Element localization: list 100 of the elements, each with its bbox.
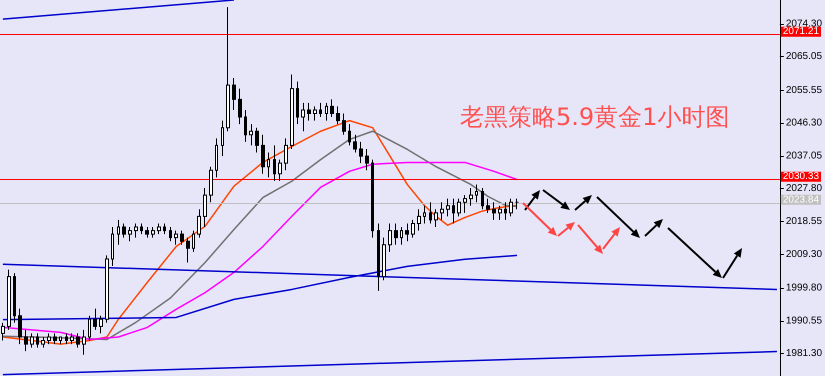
candlestick bbox=[209, 166, 213, 203]
candlestick bbox=[53, 332, 57, 345]
candlestick bbox=[30, 332, 34, 348]
candlestick bbox=[359, 141, 363, 164]
candlestick bbox=[151, 226, 155, 238]
ref-line-label: 2023.84 bbox=[782, 194, 820, 206]
y-tick-label: 2046.30 bbox=[786, 118, 822, 129]
candlestick bbox=[24, 329, 28, 352]
candlestick bbox=[481, 188, 484, 210]
candlestick bbox=[36, 332, 39, 348]
candlestick bbox=[382, 237, 386, 281]
candlestick bbox=[434, 208, 438, 228]
candlestick bbox=[122, 222, 126, 238]
candlestick bbox=[336, 106, 340, 125]
candlestick bbox=[325, 102, 328, 122]
candlestick bbox=[244, 109, 247, 142]
candlestick bbox=[249, 124, 253, 146]
candlestick bbox=[475, 184, 478, 203]
candlestick bbox=[278, 159, 282, 182]
candlestick bbox=[192, 230, 195, 252]
candlestick bbox=[284, 138, 288, 171]
candlestick bbox=[174, 230, 178, 246]
candlestick bbox=[238, 88, 242, 125]
candlestick bbox=[342, 113, 346, 136]
candlestick bbox=[157, 222, 161, 235]
candlestick bbox=[99, 315, 103, 334]
candlestick bbox=[128, 226, 132, 242]
y-tick-label: 1981.30 bbox=[786, 348, 822, 360]
candlestick bbox=[313, 106, 317, 122]
candlestick bbox=[388, 222, 392, 252]
candlestick bbox=[7, 269, 11, 330]
candlestick bbox=[446, 198, 450, 217]
candlestick bbox=[290, 74, 294, 150]
candlestick bbox=[93, 308, 97, 330]
candlestick bbox=[504, 202, 507, 220]
y-tick-label: 2065.05 bbox=[786, 51, 822, 62]
candlestick bbox=[273, 144, 276, 182]
y-tick-label: 1999.80 bbox=[786, 282, 822, 294]
y-tick-label: 2055.55 bbox=[786, 84, 822, 96]
candlestick bbox=[267, 152, 270, 178]
candlestick bbox=[1, 322, 5, 342]
candlestick bbox=[440, 202, 444, 220]
candlestick bbox=[486, 198, 490, 214]
candlestick bbox=[307, 102, 311, 122]
candlestick bbox=[65, 332, 68, 345]
candlestick bbox=[400, 226, 403, 246]
candlestick bbox=[105, 254, 109, 324]
candlestick bbox=[163, 222, 166, 235]
candlestick bbox=[76, 332, 80, 348]
y-tick-label: 2009.30 bbox=[786, 248, 822, 260]
y-tick-label: 1990.55 bbox=[786, 315, 822, 326]
candlestick bbox=[186, 237, 190, 263]
candlestick bbox=[423, 205, 426, 224]
candlestick bbox=[417, 208, 421, 232]
candlestick bbox=[221, 120, 224, 157]
candlestick bbox=[18, 308, 22, 345]
candlestick bbox=[47, 332, 51, 345]
candlestick bbox=[492, 202, 496, 220]
y-tick-label: 2018.55 bbox=[786, 216, 822, 228]
candlestick bbox=[134, 222, 138, 238]
candlestick bbox=[452, 198, 455, 224]
candlestick bbox=[509, 198, 513, 217]
ref-line-label: 2071.21 bbox=[782, 26, 820, 38]
candlestick bbox=[255, 127, 259, 154]
candlestick bbox=[111, 226, 114, 267]
ref-line-label: 2030.33 bbox=[782, 171, 820, 182]
candlestick bbox=[169, 226, 172, 242]
candlestick bbox=[203, 188, 207, 228]
candlestick bbox=[319, 102, 322, 118]
candlestick bbox=[330, 98, 334, 118]
candlestick bbox=[140, 222, 143, 235]
candlestick bbox=[197, 208, 201, 238]
candlestick bbox=[411, 219, 415, 238]
candlestick bbox=[13, 272, 16, 324]
candlestick bbox=[429, 202, 432, 224]
candlestick bbox=[457, 198, 461, 217]
candlestick bbox=[377, 222, 380, 292]
candlestick bbox=[117, 219, 120, 246]
candlestick bbox=[498, 205, 502, 220]
candlestick bbox=[405, 222, 409, 242]
candlestick bbox=[59, 336, 62, 345]
candlestick bbox=[371, 159, 374, 238]
candlestick bbox=[365, 148, 369, 171]
candlestick bbox=[145, 226, 149, 238]
candlestick bbox=[394, 222, 398, 246]
candlestick bbox=[301, 102, 305, 132]
candlestick bbox=[348, 124, 351, 146]
candlestick bbox=[353, 134, 357, 154]
candlestick bbox=[41, 336, 45, 348]
candlestick bbox=[180, 230, 184, 246]
candlestick bbox=[82, 329, 86, 356]
candlestick bbox=[215, 138, 218, 178]
candlestick bbox=[463, 194, 467, 214]
y-tick-label: 2027.80 bbox=[786, 183, 822, 194]
candlestick bbox=[226, 6, 230, 132]
candlestick bbox=[70, 332, 74, 345]
candlestick bbox=[296, 81, 299, 125]
candlestick bbox=[261, 134, 265, 174]
text: 老黑策略5.9黄金1小时图 bbox=[460, 103, 730, 131]
candlestick bbox=[232, 78, 236, 110]
